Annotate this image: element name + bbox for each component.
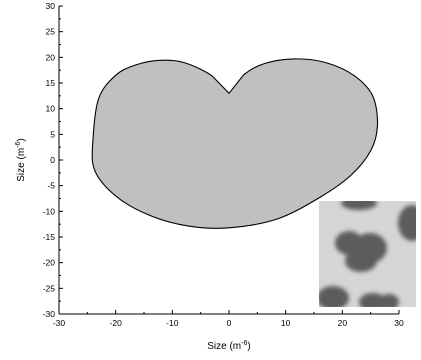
axis-labels: -30 -20 -10 0 10 20 30 -30 -25 -20 -15 -10 -5 0 5 10 15 2… — [15, 1, 404, 352]
x-tick-label: 10 — [281, 318, 291, 328]
axes — [58, 5, 400, 315]
y-tick-label: -15 — [43, 232, 56, 242]
y-tick-label: 0 — [50, 155, 55, 165]
x-axis-close: ) — [247, 341, 250, 352]
y-tick-label: 15 — [46, 78, 56, 88]
x-tick-label: 30 — [394, 318, 404, 328]
y-tick-label: 10 — [46, 104, 56, 114]
plot-area — [91, 58, 379, 229]
inset-texture — [319, 201, 416, 307]
y-tick-label: 20 — [46, 52, 56, 62]
y-axis-close: ) — [16, 138, 27, 141]
inset-micrograph — [319, 201, 416, 307]
y-tick-label: 5 — [50, 129, 55, 139]
x-axis-exponent: -6 — [241, 340, 247, 347]
y-tick-label: 25 — [46, 27, 56, 37]
x-axis-title: Size (m-6) — [207, 340, 250, 352]
x-tick-label: 20 — [338, 318, 348, 328]
y-tick-label: -30 — [43, 309, 56, 319]
x-tick-label: -10 — [166, 318, 179, 328]
y-tick-label: -20 — [43, 258, 56, 268]
heart-shape-0 — [91, 58, 379, 229]
y-axis-title: Size (m-6) — [15, 138, 27, 181]
x-tick-label: -20 — [110, 318, 123, 328]
y-tick-label: -25 — [43, 283, 56, 293]
y-tick-label: -10 — [43, 206, 56, 216]
inset-group — [319, 201, 416, 307]
y-tick-label: 30 — [46, 1, 56, 11]
y-tick-label: -5 — [47, 181, 55, 191]
x-tick-label: -30 — [53, 318, 66, 328]
x-tick-label: 0 — [227, 318, 232, 328]
y-axis-exponent: -6 — [15, 142, 22, 148]
